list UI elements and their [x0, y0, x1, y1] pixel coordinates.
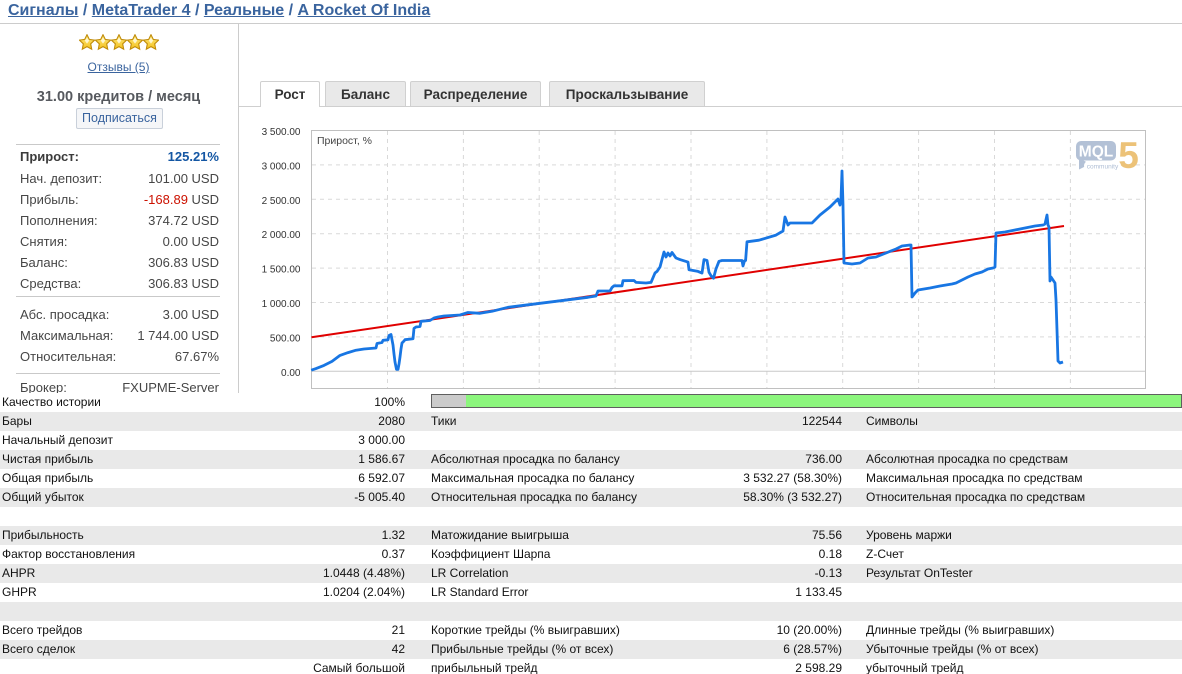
- svg-text:0.00: 0.00: [281, 368, 301, 379]
- svg-text:2 000.00: 2 000.00: [262, 230, 301, 241]
- svg-text:1 500.00: 1 500.00: [262, 265, 301, 276]
- svg-text:1 000.00: 1 000.00: [262, 299, 301, 310]
- svg-text:Прирост, %: Прирост, %: [317, 135, 372, 147]
- svg-text:community: community: [1087, 164, 1119, 171]
- svg-text:3 000.00: 3 000.00: [262, 161, 301, 172]
- svg-text:2 500.00: 2 500.00: [262, 196, 301, 207]
- svg-text:500.00: 500.00: [270, 333, 301, 344]
- svg-text:MQL: MQL: [1079, 144, 1113, 161]
- svg-text:5: 5: [1118, 135, 1139, 176]
- svg-text:3 500.00: 3 500.00: [262, 127, 301, 138]
